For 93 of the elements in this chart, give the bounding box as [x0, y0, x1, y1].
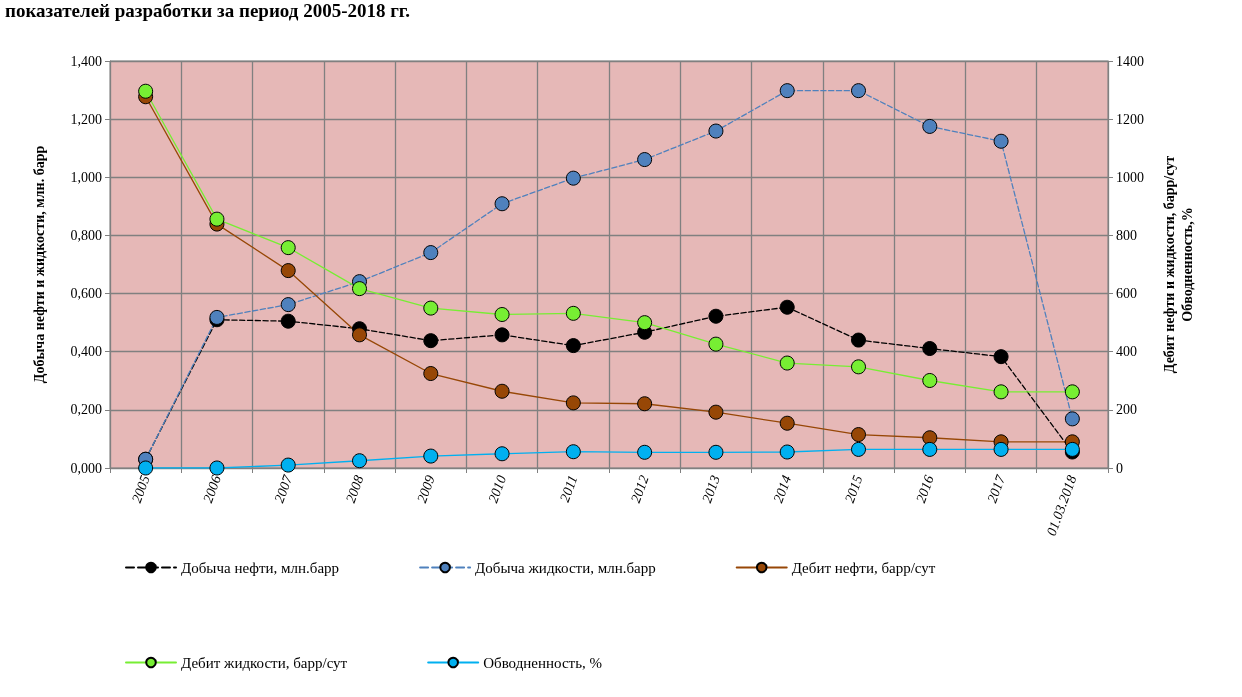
- y2-tick-label: 1400: [1116, 53, 1144, 69]
- point: [922, 118, 938, 134]
- point: [922, 441, 938, 457]
- point: [423, 245, 439, 261]
- x-tick-label: 2012: [628, 473, 652, 505]
- point: [993, 384, 1009, 400]
- point: [779, 355, 795, 371]
- y-tick-label: 0,200: [70, 402, 102, 418]
- point: [565, 170, 581, 186]
- legend-label: Добыча жидкости, млн.барр: [475, 559, 656, 576]
- point: [637, 152, 653, 168]
- point: [993, 133, 1009, 149]
- point: [637, 444, 653, 460]
- point: [423, 333, 439, 349]
- point: [565, 395, 581, 411]
- point: [637, 396, 653, 412]
- point: [1064, 384, 1080, 400]
- point: [779, 83, 795, 99]
- point: [280, 263, 296, 279]
- x-tick-label: 2014: [770, 473, 795, 505]
- legend-label: Дебит нефти, барр/сут: [791, 559, 936, 576]
- y2-tick-label: 400: [1116, 344, 1137, 360]
- point: [494, 383, 510, 399]
- point: [708, 404, 724, 420]
- y2-tick-label: 1000: [1116, 169, 1144, 185]
- chart-title: показателей разработки за период 2005-2018 гг.: [5, 0, 411, 21]
- point: [637, 315, 653, 331]
- point: [708, 308, 724, 324]
- x-tick-label: 2015: [841, 473, 866, 505]
- point: [352, 327, 367, 343]
- legend-label: Дебит жидкости, барр/сут: [181, 654, 348, 671]
- point: [565, 444, 581, 460]
- legend-label: Добыча нефти, млн.барр: [181, 559, 340, 576]
- y2-axis-title: Дебит нефти и жидкости, барр/сут Обводненность,%: [1161, 155, 1195, 374]
- x-tick-label: 2013: [699, 473, 723, 505]
- y2-tick-label: 600: [1116, 286, 1137, 302]
- point: [352, 281, 367, 297]
- x-tick-label: 2017: [984, 472, 1009, 505]
- point: [565, 305, 581, 321]
- legend-label: Обводненность, %: [483, 654, 602, 671]
- point: [708, 444, 724, 460]
- point: [1064, 411, 1080, 427]
- x-tick-label: 2008: [342, 473, 367, 505]
- point: [423, 366, 439, 382]
- point: [779, 299, 795, 315]
- x-tick-label: 2009: [414, 473, 438, 505]
- point: [565, 338, 581, 354]
- point: [922, 373, 938, 388]
- y2-tick-label: 200: [1116, 402, 1137, 418]
- point: [494, 327, 510, 343]
- y2-tick-label: 0: [1116, 460, 1123, 476]
- y2-tick-label: 1200: [1116, 111, 1144, 127]
- y2-tick-label: 800: [1116, 227, 1137, 243]
- point: [708, 336, 724, 352]
- point: [851, 427, 866, 443]
- x-tick-label: 2005: [129, 473, 153, 505]
- point: [779, 444, 795, 460]
- point: [708, 123, 724, 139]
- point: [993, 349, 1009, 365]
- point: [494, 307, 510, 322]
- x-tick-label: 2011: [557, 473, 581, 504]
- point: [494, 446, 510, 462]
- point: [779, 415, 795, 431]
- x-tick-label: 2016: [913, 473, 937, 505]
- point: [280, 240, 296, 256]
- point: [494, 196, 510, 212]
- point: [851, 83, 866, 99]
- point: [851, 359, 866, 375]
- point: [280, 297, 296, 313]
- y-tick-label: 1,000: [70, 169, 102, 185]
- y-tick-label: 0,000: [70, 460, 102, 476]
- point: [922, 341, 938, 357]
- y-axis-title: Добыча нефти и жидкости, млн. барр: [31, 145, 47, 384]
- point: [280, 457, 296, 473]
- y-tick-label: 0,400: [70, 344, 102, 360]
- y-tick-label: 0,800: [70, 227, 102, 243]
- x-tick-label: 2010: [485, 473, 510, 505]
- point: [993, 441, 1009, 457]
- point: [209, 460, 225, 476]
- x-tick-label: 2006: [200, 473, 224, 505]
- y-tick-label: 1,200: [70, 111, 102, 127]
- point: [352, 453, 367, 469]
- point: [280, 313, 296, 329]
- point: [423, 300, 439, 316]
- x-tick-label: 2007: [271, 472, 296, 505]
- point: [138, 83, 154, 99]
- point: [138, 460, 154, 476]
- y-tick-label: 0,600: [70, 286, 102, 302]
- point: [209, 211, 225, 227]
- point: [423, 448, 439, 464]
- point: [851, 441, 866, 457]
- point: [851, 332, 866, 348]
- y-tick-label: 1,400: [70, 53, 102, 69]
